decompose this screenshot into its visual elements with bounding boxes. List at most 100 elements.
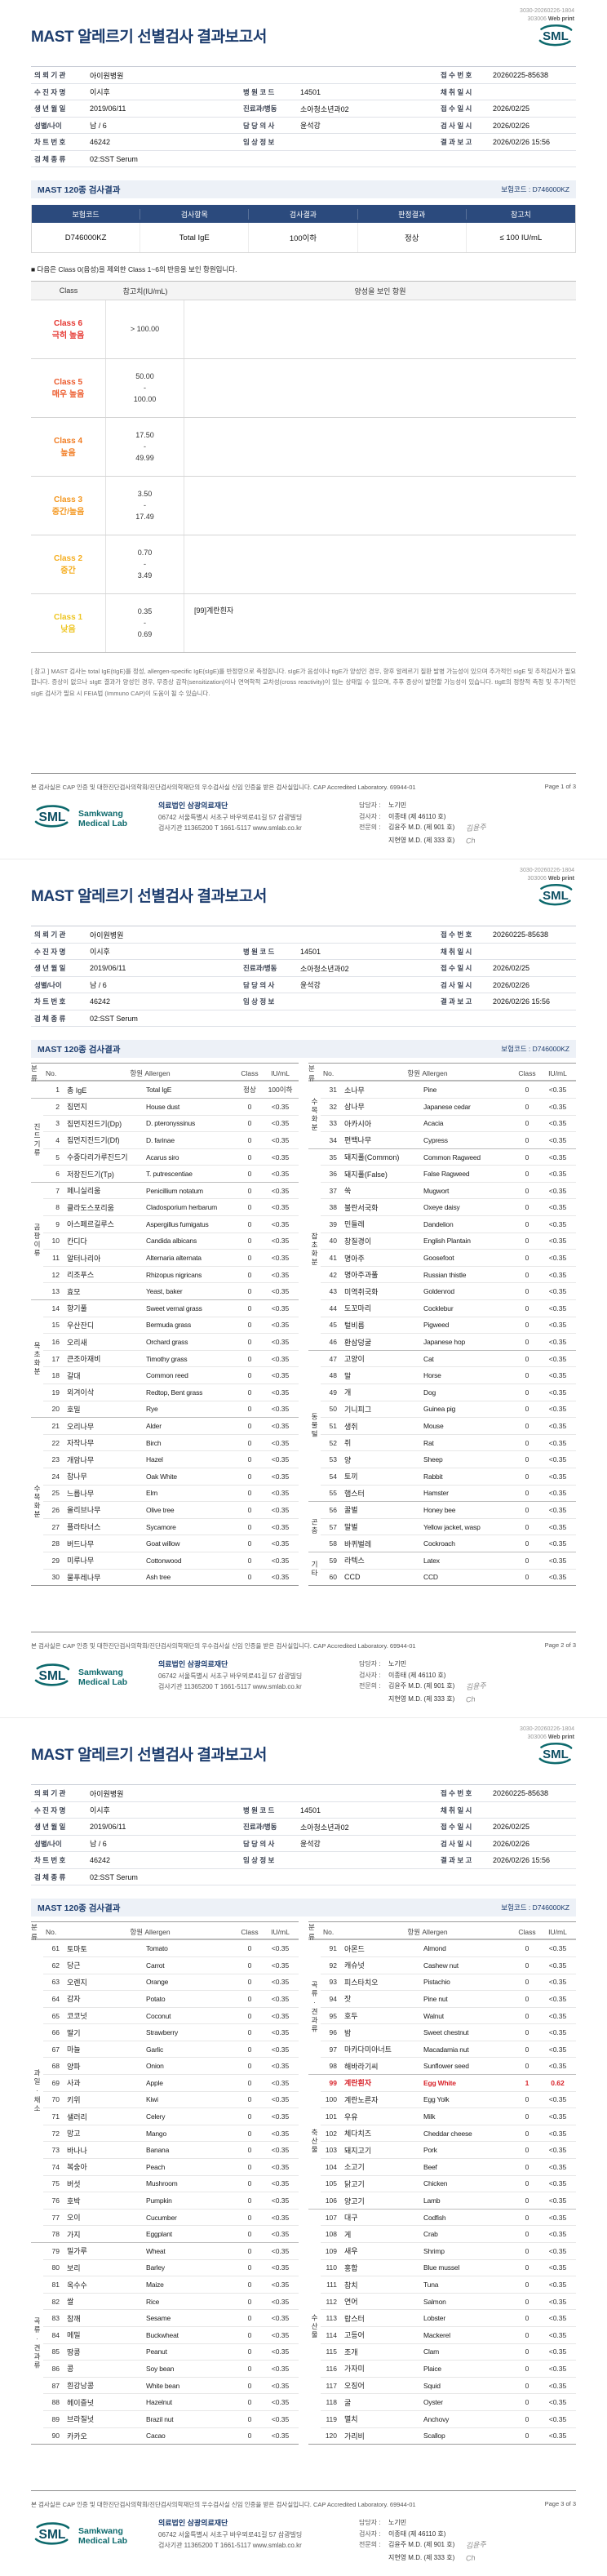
- section-header: MAST 120종 검사결과 보험코드 : D746000KZ: [31, 1899, 576, 1917]
- allergen-name-kr: 당근: [67, 1961, 81, 1970]
- allergen-name-en: Oyster: [423, 2398, 443, 2407]
- allergen-value: <0.35: [548, 2314, 567, 2323]
- allergen-class: 0: [247, 1135, 252, 1144]
- allergen-row: 29 미루나무 Cottonwood 0 <0.35: [43, 1552, 299, 1570]
- allergen-no: 56: [329, 1505, 337, 1514]
- print-code-line2: 303006 Web print: [527, 876, 574, 882]
- allergen-name-en: Common Ragweed: [423, 1153, 481, 1161]
- staff-name: 지현영 M.D. (제 333 호): [388, 836, 455, 844]
- allergen-no: 82: [51, 2297, 60, 2306]
- allergen-name-kr: 물푸레나무: [67, 1573, 101, 1582]
- allergen-name-en: Hamster: [423, 1489, 449, 1498]
- meta-label: 진료과/병동: [243, 1823, 277, 1832]
- print-code-line1: 3030-20260226-1804: [520, 8, 574, 14]
- org-name: 의료법인 삼광의료재단: [158, 2519, 228, 2528]
- allergen-class: 0: [247, 1472, 252, 1481]
- allergen-group: 곤충 56 꿀벌 Honey bee 0 <0.35 57 말벌 Yellow jacket, …: [308, 1501, 576, 1552]
- allergen-no: 41: [329, 1254, 337, 1263]
- allergen-value: <0.35: [271, 2028, 290, 2037]
- allergen-no: 61: [51, 1944, 60, 1953]
- allergen-row: 95 호두 Walnut 0 <0.35: [321, 2008, 576, 2025]
- allergen-row: 14 향기풀 Sweet vernal grass 0 <0.35: [43, 1300, 299, 1317]
- allergen-class: 0: [247, 1338, 252, 1347]
- staff-name: 지현영 M.D. (제 333 호): [388, 1694, 455, 1703]
- allergen-name-kr: 명아주: [344, 1254, 365, 1263]
- allergen-row: 92 캐슈넛 Cashew nut 0 <0.35: [321, 1957, 576, 1974]
- allergen-class: 0: [247, 2432, 252, 2441]
- patient-info-table: 의 뢰 기 관 아이원병원 접 수 번 호 20260225-85638 수 진 자 명…: [31, 926, 576, 1028]
- allergen-name-en: Goat willow: [146, 1539, 180, 1548]
- allergen-row: 1 총 IgE Total IgE 정상 100이하: [43, 1081, 299, 1098]
- allergen-row: 65 코코넛 Coconut 0 <0.35: [43, 2008, 299, 2025]
- allergen-row: 62 당근 Carrot 0 <0.35: [43, 1957, 299, 1974]
- allergen-name-kr: 큰조아재비: [67, 1355, 101, 1364]
- allergen-table-header: 분류 No. 항원 Allergen Class IU/mL: [308, 1063, 576, 1082]
- allergen-name-en: Goosefoot: [423, 1254, 454, 1263]
- allergen-row: 31 소나무 Pine 0 <0.35: [321, 1081, 576, 1099]
- staff-role: 전문의 :: [359, 1682, 381, 1690]
- allergen-value: <0.35: [548, 2196, 567, 2205]
- allergen-name-en: Potato: [146, 1994, 166, 2003]
- allergen-no: 21: [51, 1422, 60, 1430]
- meta-label: 차 트 번 호: [34, 997, 66, 1006]
- allergen-name-en: Pine nut: [423, 1994, 448, 2003]
- allergen-name-en: Orchard grass: [146, 1338, 188, 1347]
- allergen-class: 0: [247, 2381, 252, 2390]
- allergen-class: 0: [525, 1455, 529, 1464]
- allergen-value: <0.35: [271, 2432, 290, 2441]
- allergen-name-kr: 기니피그: [344, 1405, 372, 1414]
- allergen-no: 25: [51, 1489, 60, 1498]
- allergen-value: <0.35: [271, 1489, 290, 1498]
- section-title: MAST 120종 검사결과: [38, 1903, 121, 1913]
- staff-line: 담당자 : 노기민: [359, 2517, 576, 2529]
- allergen-name-kr: 바나나: [67, 2146, 87, 2155]
- allergen-value: <0.35: [548, 1186, 567, 1195]
- allergen-row: 72 망고 Mango 0 <0.35: [43, 2125, 299, 2143]
- allergen-category: 수목화분: [33, 1484, 42, 1519]
- meta-label: 진료과/병동: [243, 964, 277, 973]
- allergen-value: <0.35: [271, 2095, 290, 2104]
- allergen-class: 0: [525, 2246, 529, 2255]
- svg-text:SML: SML: [543, 29, 569, 43]
- allergen-value: <0.35: [271, 1573, 290, 1582]
- allergen-class: 0: [247, 1961, 252, 1970]
- allergen-no: 87: [51, 2381, 60, 2390]
- staff-line: 전문의 : 김윤주 M.D. (제 901 호) 김윤주: [359, 1681, 576, 1693]
- allergen-row: 38 불란서국화 Oxeye daisy 0 <0.35: [321, 1199, 576, 1217]
- allergen-category: 잡초화분: [310, 1232, 319, 1267]
- allergen-name-en: Japanese cedar: [423, 1102, 471, 1111]
- allergen-class: 0: [525, 1287, 529, 1296]
- allergen-no: 29: [51, 1556, 60, 1565]
- allergen-no: 99: [329, 2078, 337, 2087]
- allergen-value: <0.35: [271, 2398, 290, 2407]
- allergen-table-right: 분류 No. 항원 Allergen Class IU/mL 수목화분 31 소나무 Pine 0…: [308, 1063, 576, 1587]
- org-address: 06742 서울특별시 서초구 바우뫼로41길 57 삼광빌딩: [158, 1672, 303, 1681]
- meta-label: 차 트 번 호: [34, 138, 66, 147]
- allergen-col-class: Class: [518, 1928, 536, 1937]
- meta-label: 의 뢰 기 관: [34, 930, 66, 939]
- org-name: 의료법인 삼광의료재단: [158, 802, 228, 811]
- meta-label: 담 당 의 사: [243, 121, 275, 130]
- allergen-value: <0.35: [548, 1153, 567, 1161]
- staff-line: 지현영 M.D. (제 333 호) Ch: [359, 1694, 576, 1706]
- allergen-class: 0: [525, 1489, 529, 1498]
- allergen-row: 43 미역취국화 Goldenrod 0 <0.35: [321, 1283, 576, 1301]
- meta-label: 채 취 일 시: [441, 87, 472, 96]
- allergen-row: 3 집먼지진드기(Dp) D. pteronyssinus 0 <0.35: [43, 1116, 299, 1133]
- allergen-row: 112 연어 Salmon 0 <0.35: [321, 2294, 576, 2311]
- allergen-name-kr: 민들레: [344, 1220, 365, 1229]
- allergen-class: 0: [525, 1961, 529, 1970]
- allergen-row: 12 리조푸스 Rhizopus nigricans 0 <0.35: [43, 1267, 299, 1284]
- allergen-name-en: Scallop: [423, 2432, 445, 2441]
- allergen-name-kr: 카카오: [67, 2432, 87, 2441]
- allergen-value: <0.35: [271, 1237, 290, 1246]
- allergen-row: 117 오징어 Squid 0 <0.35: [321, 2378, 576, 2395]
- allergen-value: <0.35: [548, 1505, 567, 1514]
- allergen-category: 기타: [310, 1560, 319, 1578]
- allergen-name-kr: 아스페르길루스: [67, 1220, 114, 1229]
- allergen-name-en: Horse: [423, 1371, 441, 1380]
- allergen-category: 수목화분: [310, 1098, 319, 1133]
- meta-value: 20260225-85638: [493, 71, 549, 80]
- class-table-header: Class 참고치(IU/mL) 양성을 보인 항원: [31, 282, 576, 301]
- meta-value: 이시후: [90, 948, 110, 957]
